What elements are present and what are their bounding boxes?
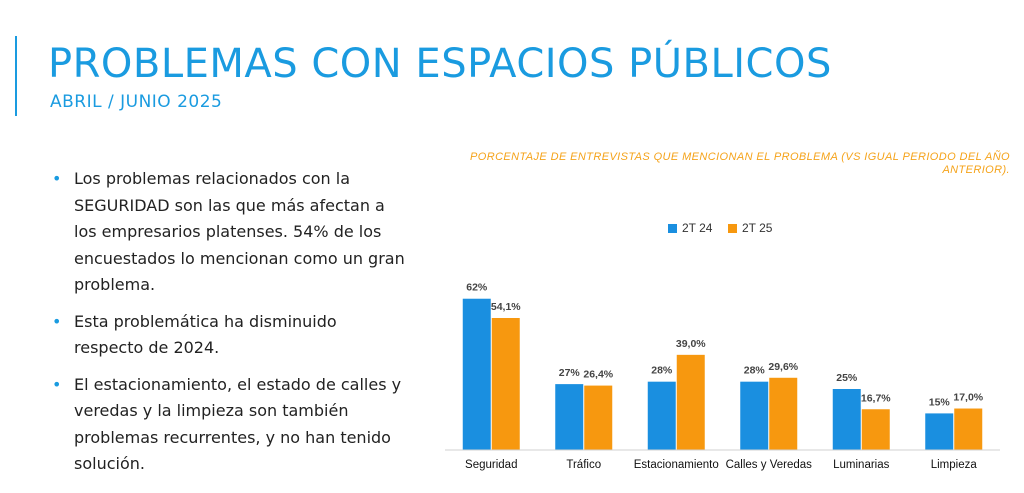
data-label-2t25: 54,1%	[491, 301, 521, 313]
bullet-item: El estacionamiento, el estado de calles …	[50, 372, 410, 478]
legend-swatch-2t24	[668, 224, 677, 233]
legend-label-2t24: 2T 24	[682, 221, 713, 235]
title-accent-bar	[15, 36, 17, 116]
bar-2t24	[740, 381, 769, 450]
bar-2t24	[925, 413, 954, 450]
data-label-2t25: 17,0%	[953, 392, 983, 404]
bullet-list: Los problemas relacionados con la SEGURI…	[50, 166, 410, 488]
x-tick-label: Estacionamiento	[634, 459, 719, 471]
x-tick-label: Seguridad	[465, 459, 517, 471]
x-tick-label: Tráfico	[566, 459, 601, 471]
chart-bars: 62%54,1%27% 26,4% 28%39,0%28% 29,6%25%16,7%…	[462, 282, 984, 450]
data-label-2t24: 25%	[836, 372, 858, 384]
page-title: PROBLEMAS CON ESPACIOS PÚBLICOS	[48, 41, 832, 87]
bar-2t24	[832, 389, 861, 450]
chart-legend: 2T 24 2T 25	[668, 221, 773, 235]
bar-2t25	[769, 377, 798, 450]
data-label-2t25: 26,4%	[583, 369, 613, 381]
x-axis-ticks: Seguridad Tráfico Estacionamiento Calles y …	[465, 459, 977, 471]
legend-swatch-2t25	[728, 224, 737, 233]
x-tick-label: Limpieza	[931, 459, 978, 471]
x-tick-label: Calles y Veredas	[726, 459, 813, 471]
chart-caption: PORCENTAJE DE ENTREVISTAS QUE MENCIONAN …	[470, 151, 1010, 176]
bar-2t25	[861, 409, 890, 450]
bar-2t25	[584, 385, 613, 450]
data-label-2t25: 29,6%	[768, 361, 798, 373]
bar-2t25	[676, 354, 705, 450]
bar-2t24	[555, 384, 584, 450]
page-subtitle: ABRIL / JUNIO 2025	[50, 92, 223, 112]
bar-2t25	[954, 408, 983, 450]
data-label-2t24: 15%	[929, 396, 951, 408]
x-tick-label: Luminarias	[833, 459, 889, 471]
data-label-2t24: 28%	[744, 365, 766, 377]
bar-2t24	[647, 381, 676, 450]
data-label-2t24: 28%	[651, 365, 673, 377]
bullet-item: Los problemas relacionados con la SEGURI…	[50, 166, 410, 299]
bar-2t25	[491, 317, 520, 450]
data-label-2t24: 62%	[466, 282, 488, 294]
legend-label-2t25: 2T 25	[742, 221, 773, 235]
data-label-2t25: 16,7%	[861, 392, 891, 404]
bar-2t24	[462, 298, 491, 450]
data-label-2t24: 27%	[559, 367, 581, 379]
bullet-item: Esta problemática ha disminuido respecto…	[50, 309, 410, 362]
data-label-2t25: 39,0%	[676, 338, 706, 350]
